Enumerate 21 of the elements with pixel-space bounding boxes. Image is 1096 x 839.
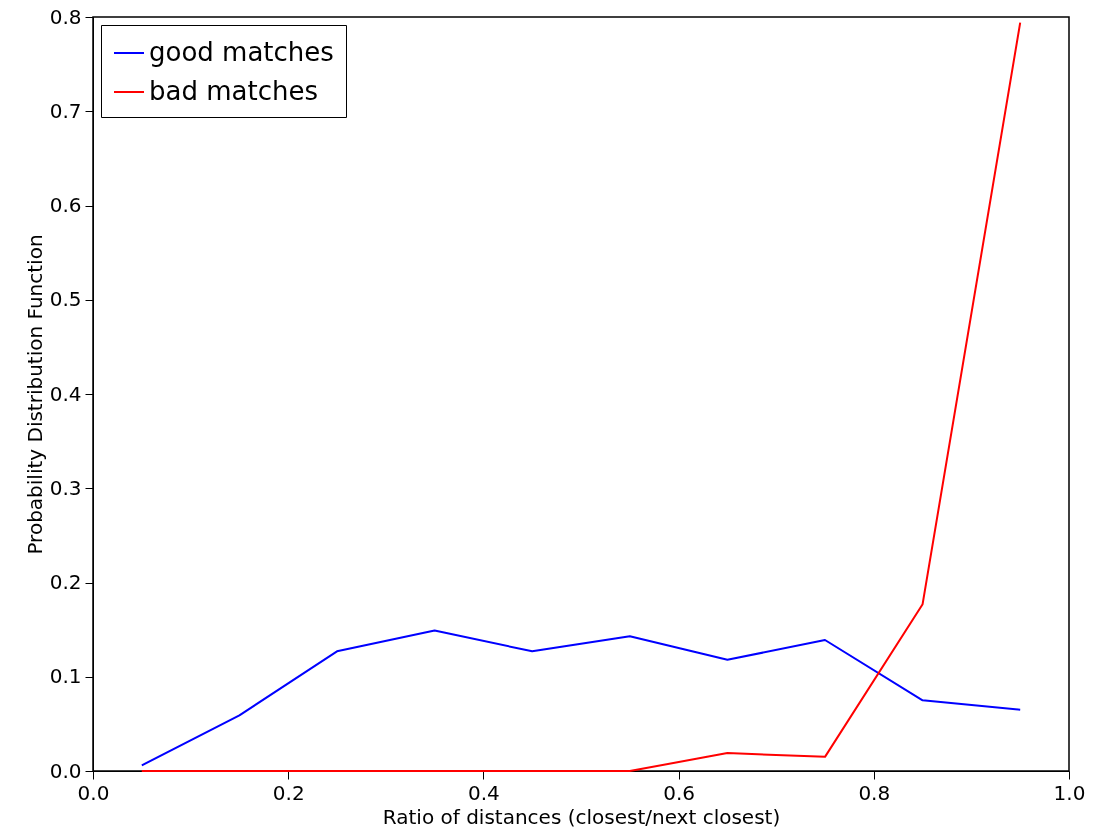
x-tick-label: 0.0 — [77, 780, 110, 805]
line-series — [140, 21, 1022, 772]
line-series — [140, 629, 1022, 767]
legend-label: bad matches — [149, 76, 318, 106]
x-tick-label: 0.6 — [663, 780, 696, 805]
y-tick-label: 0.8 — [49, 4, 82, 29]
y-axis-title: Probability Distribution Function — [22, 234, 47, 555]
y-tick-label: 0.4 — [49, 381, 82, 406]
legend-label: good matches — [149, 37, 334, 67]
y-tick-label: 0.0 — [49, 758, 82, 783]
y-tick-label: 0.2 — [49, 570, 82, 594]
y-tick-label: 0.5 — [49, 287, 82, 312]
y-tick-label: 0.7 — [49, 98, 82, 123]
x-axis-title: Ratio of distances (closest/next closest) — [382, 804, 781, 829]
x-tick-label: 1.0 — [1053, 780, 1086, 805]
y-tick-label: 0.1 — [49, 664, 82, 689]
x-tick-label: 0.4 — [467, 780, 500, 805]
y-tick-label: 0.6 — [49, 193, 82, 217]
x-tick-label: 0.8 — [858, 780, 891, 805]
x-tick-label: 0.2 — [272, 780, 305, 805]
y-tick-label: 0.3 — [49, 475, 82, 500]
